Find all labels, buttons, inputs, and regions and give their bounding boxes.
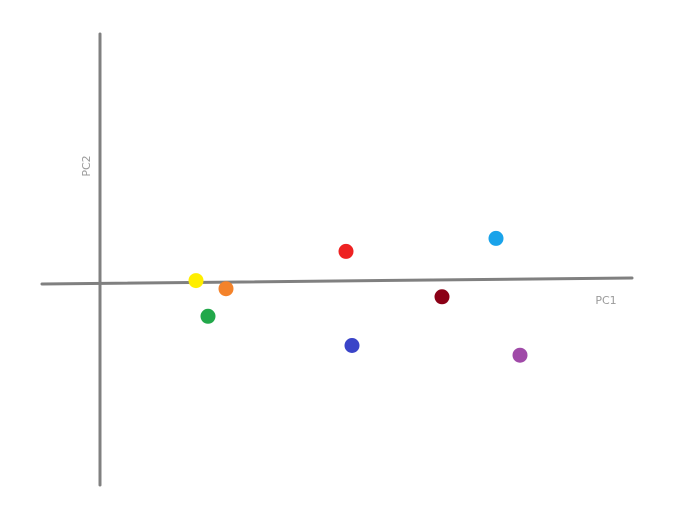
- data-point-6: [434, 289, 450, 305]
- data-points: [188, 230, 528, 363]
- data-point-1: [188, 273, 204, 289]
- y-axis-label: PC2: [80, 155, 93, 176]
- x-axis-line: [40, 276, 634, 286]
- data-point-5: [344, 338, 360, 353]
- data-point-4: [338, 243, 354, 259]
- x-axis-label: PC1: [595, 294, 616, 307]
- data-point-3: [200, 308, 216, 324]
- data-point-2: [218, 281, 234, 297]
- data-point-8: [512, 347, 528, 363]
- data-point-7: [488, 230, 504, 246]
